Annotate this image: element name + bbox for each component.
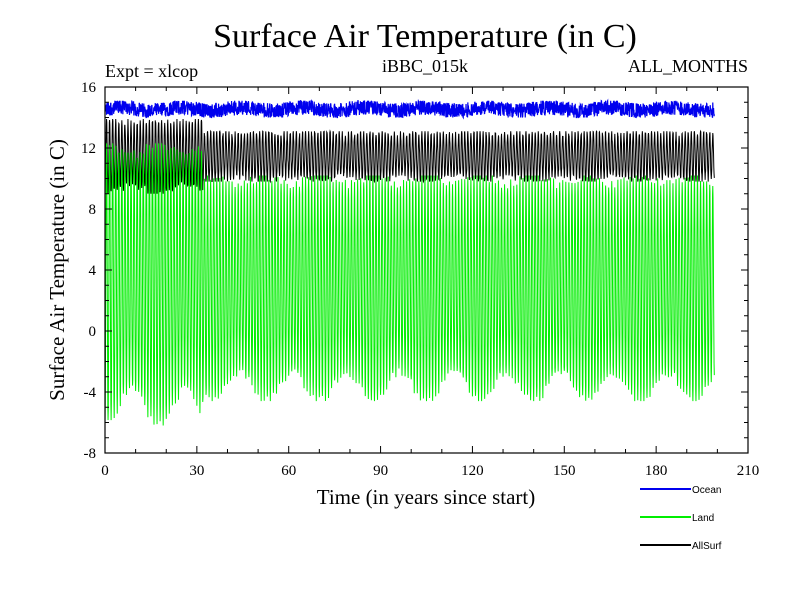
experiment-label: Expt = xlcop: [105, 61, 198, 81]
x-tick-label: 210: [737, 463, 760, 479]
legend-label-land: Land: [692, 513, 714, 524]
y-tick-label: 12: [81, 141, 96, 157]
x-tick-labels: 0 30 60 90 120 150 180 210: [101, 463, 759, 479]
series-line-land: [104, 143, 715, 426]
x-tick-label: 0: [101, 463, 109, 479]
x-tick-label: 30: [189, 463, 204, 479]
series-line-allsurf: [104, 118, 715, 194]
x-tick-label: 120: [461, 463, 484, 479]
plot-series: [104, 98, 715, 426]
y-tick-labels: -8 -4 0 4 8 12 16: [81, 80, 97, 462]
y-tick-label: 0: [89, 324, 97, 340]
x-tick-label: 150: [553, 463, 576, 479]
months-label: ALL_MONTHS: [628, 56, 748, 76]
y-tick-label: 8: [89, 202, 97, 218]
x-tick-label: 60: [281, 463, 296, 479]
run-label: iBBC_015k: [382, 56, 468, 76]
y-tick-label: -8: [84, 446, 97, 462]
y-tick-label: -4: [84, 385, 97, 401]
chart-title: Surface Air Temperature (in C): [213, 18, 637, 55]
x-tick-label: 180: [645, 463, 668, 479]
y-axis-label: Surface Air Temperature (in C): [45, 139, 69, 401]
legend-label-allsurf: AllSurf: [692, 541, 722, 552]
series-line-ocean: [104, 98, 715, 120]
y-tick-label: 16: [81, 80, 97, 96]
legend: Ocean Land AllSurf: [640, 485, 722, 552]
axis-ticks: [104, 86, 749, 454]
y-tick-label: 4: [89, 263, 97, 279]
x-tick-label: 90: [373, 463, 388, 479]
legend-label-ocean: Ocean: [692, 485, 721, 496]
x-axis-label: Time (in years since start): [317, 485, 536, 509]
